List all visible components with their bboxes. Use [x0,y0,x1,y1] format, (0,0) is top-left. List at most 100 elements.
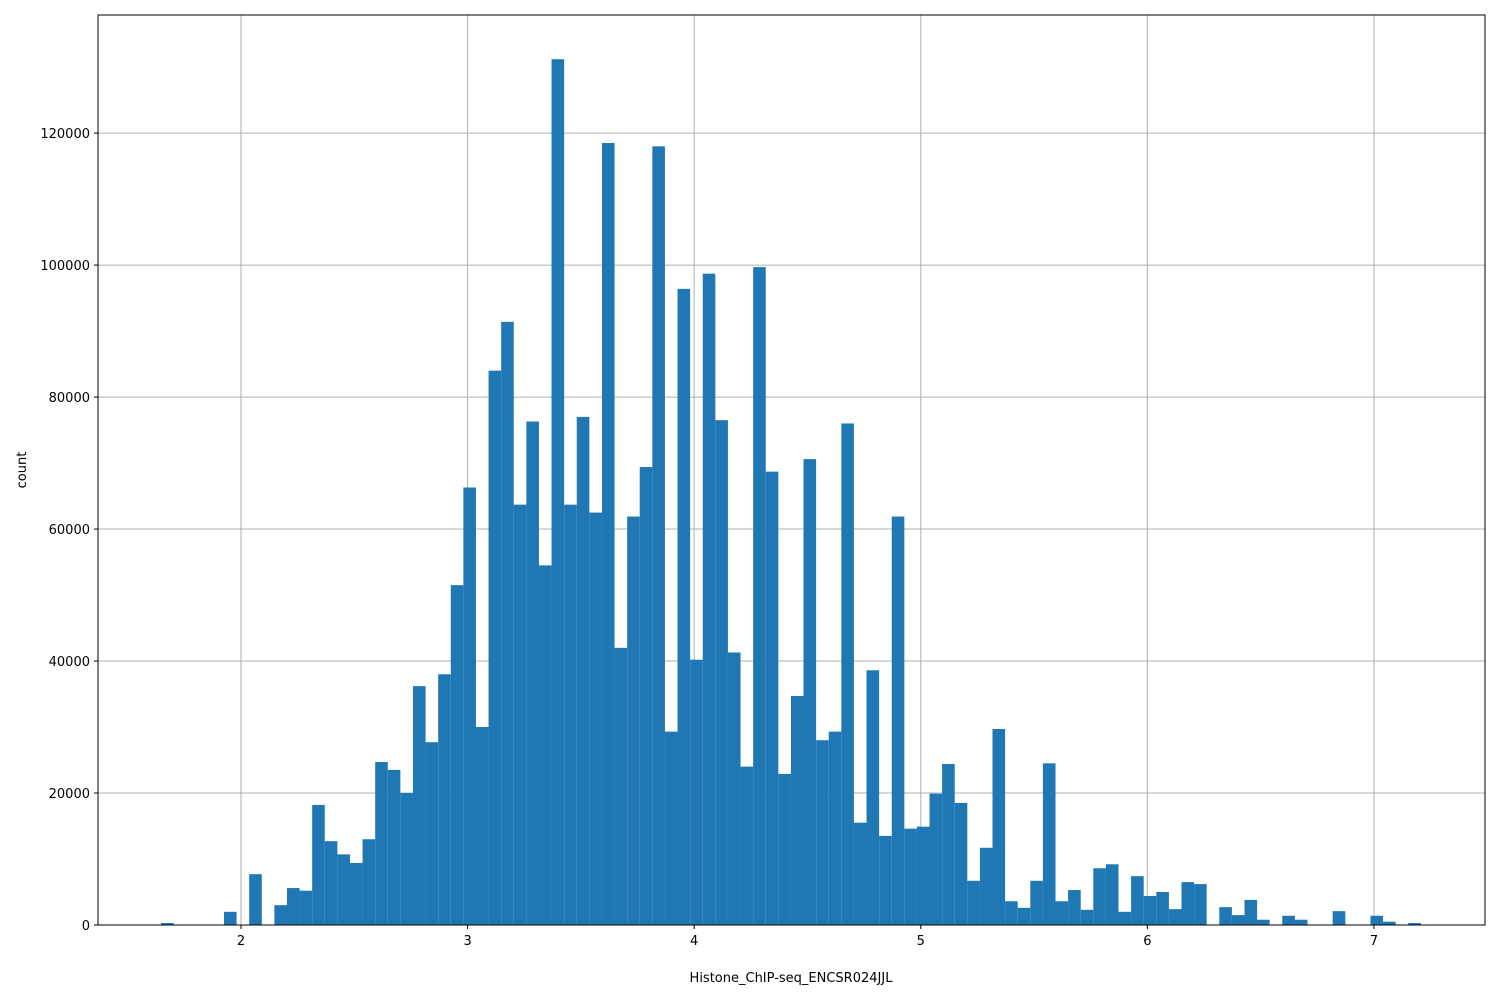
x-tick-label: 7 [1370,934,1378,949]
bar [1244,899,1258,925]
bar [362,839,376,925]
bar [564,504,577,925]
plot-frame [97,14,1486,926]
bar [979,847,993,925]
y-tick-label: 0 [82,919,90,934]
bar [866,670,880,925]
bar [513,504,527,925]
bar [790,696,804,925]
bar [1194,884,1207,925]
bar [387,769,401,925]
bar [1383,921,1396,925]
bar [1257,919,1270,925]
bar [1131,876,1144,925]
bar [400,793,413,925]
bar [589,512,602,925]
y-tick-label: 60000 [49,523,90,538]
bar [412,686,426,925]
bar [828,731,842,925]
bar [1005,901,1018,925]
bar [916,826,930,925]
x-tick-label: 2 [237,934,245,949]
bar [438,674,451,925]
bar [778,773,791,925]
bar [475,727,489,925]
bar [627,516,640,925]
y-tick-label: 120000 [40,127,90,142]
bar [286,888,300,925]
bar [576,416,590,925]
y-tick-label: 80000 [49,391,90,406]
bar [816,740,829,925]
bar [1118,911,1132,925]
bar [753,267,766,926]
bar [450,585,464,925]
bar [652,146,665,925]
y-tick-label: 40000 [49,655,90,670]
bar [879,835,892,925]
bar [1408,923,1421,925]
y-tick-label: 20000 [49,787,90,802]
bar [954,802,968,925]
bar [601,143,615,925]
bar [1370,915,1384,925]
bar [312,804,325,925]
y-tick-label: 100000 [40,259,90,274]
bar [1030,880,1043,925]
x-axis-label: Histone_ChIP-seq_ENCSR024JJL [690,971,894,986]
bar [488,370,502,925]
bar [526,421,539,925]
bar [929,793,943,925]
bar [1093,868,1106,925]
bar [501,321,514,925]
bar [463,487,476,925]
bar [1105,864,1119,925]
bar [853,822,867,925]
x-tick-label: 5 [917,934,925,949]
bar [1231,915,1245,925]
bar [740,766,754,925]
x-tick-label: 3 [463,934,471,949]
bar [639,467,653,925]
bar [223,911,237,925]
bar [324,841,338,925]
bar [337,854,350,925]
bar [349,862,363,925]
bar [904,828,917,925]
bar [715,420,728,925]
x-tick-label: 6 [1143,934,1151,949]
bar [1294,919,1308,925]
bar [1080,909,1094,925]
bar [1055,901,1069,925]
bar [1168,909,1182,925]
bar [1332,911,1346,925]
bar [551,59,565,926]
bar [765,471,779,925]
bar [1181,882,1195,925]
bar [538,565,552,925]
bar [425,742,439,925]
bar [942,763,955,925]
bar [727,652,741,925]
y-axis-label: count [15,452,30,489]
bar [967,880,980,925]
bar [677,288,691,925]
bar [1068,890,1081,925]
bar [992,729,1006,925]
bar [160,923,174,925]
bar [1017,907,1031,925]
bar [803,459,817,925]
bar [1156,892,1169,925]
bar [274,905,287,925]
bar [702,273,716,926]
bar [1042,763,1056,925]
bar [891,516,905,925]
bar [1219,907,1232,925]
bar [375,762,388,925]
x-tick-label: 4 [690,934,698,949]
bar [664,731,678,925]
bar [1282,915,1295,925]
bar [841,423,854,925]
bar [249,874,262,925]
